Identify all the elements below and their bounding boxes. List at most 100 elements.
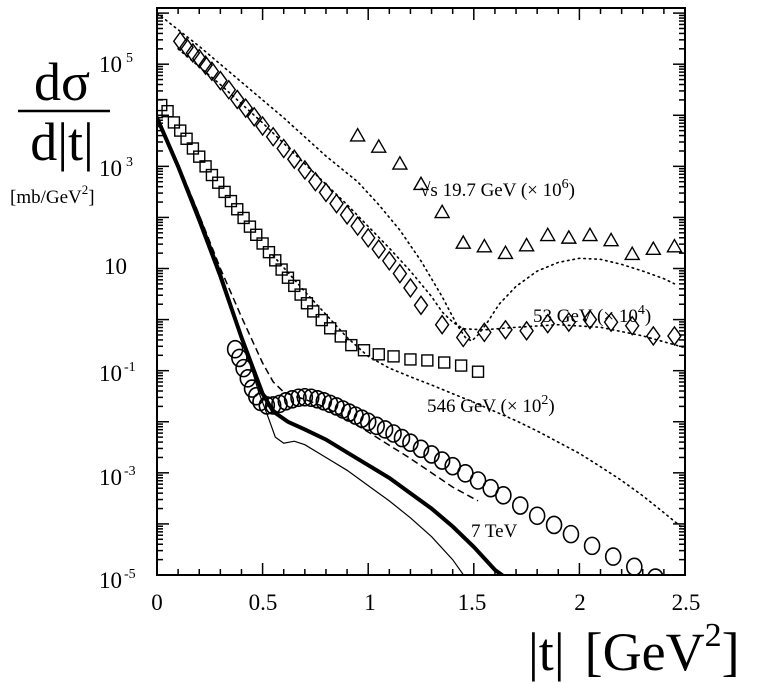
circle-marker	[368, 416, 385, 436]
diamond-marker	[645, 325, 661, 347]
y-tick-label: 10 5	[99, 51, 133, 77]
circle-marker	[604, 547, 622, 566]
diamond-marker	[255, 115, 270, 137]
diamond-marker	[198, 55, 213, 76]
thick-model-curve	[157, 117, 506, 575]
square-marker	[250, 228, 263, 242]
circle-marker	[495, 486, 512, 505]
square-marker	[421, 354, 434, 367]
circle-marker	[235, 358, 252, 378]
annotation-7-tev: 7 TeV	[471, 521, 518, 542]
diamond-marker	[403, 277, 418, 299]
square-marker	[404, 353, 417, 366]
circle-marker	[258, 396, 276, 415]
y-tick-label: 10	[104, 254, 127, 279]
triangle-marker	[666, 238, 683, 253]
circle-marker	[359, 412, 377, 432]
x-axis-label: |t| [GeV2]	[528, 617, 740, 682]
square-marker	[237, 211, 250, 225]
square-marker	[218, 185, 231, 199]
y-label-numerator: dσ	[34, 52, 90, 112]
square-marker	[243, 220, 257, 233]
diamond-marker	[297, 159, 313, 181]
circle-marker	[264, 396, 282, 415]
x-tick-label: 1	[364, 590, 376, 615]
x-tick-label: 0	[151, 590, 163, 615]
diamond-marker	[624, 315, 640, 336]
circle-marker	[402, 433, 419, 453]
circle-marker	[376, 420, 394, 439]
diamond-marker	[582, 309, 598, 330]
circle-marker	[583, 536, 601, 556]
triangle-marker	[518, 237, 535, 252]
diamond-marker	[339, 204, 355, 226]
square-marker	[269, 254, 282, 267]
dotted-model-curve	[177, 48, 685, 349]
triangle-marker	[645, 240, 662, 256]
circle-marker	[309, 389, 326, 409]
square-marker	[294, 288, 307, 301]
square-marker	[262, 245, 276, 259]
circle-marker	[545, 515, 563, 535]
diamond-marker	[434, 314, 450, 335]
diamond-marker	[212, 70, 228, 91]
triangle-marker	[391, 155, 409, 170]
y-label-unit: [mb/GeV2]	[10, 182, 95, 208]
square-marker	[281, 271, 295, 284]
circle-marker	[626, 557, 643, 575]
square-marker	[186, 142, 200, 155]
diamond-marker	[476, 322, 492, 343]
circle-marker	[290, 388, 307, 408]
circle-marker	[231, 348, 248, 368]
square-marker	[161, 104, 174, 118]
square-marker	[231, 203, 244, 216]
x-tick-label: 2	[574, 590, 586, 615]
x-tick-labels: 0 0.5 1 1.5 2 2.5	[151, 590, 700, 615]
circle-marker	[469, 471, 487, 490]
diamond-marker	[172, 31, 188, 52]
triangle-marker	[581, 226, 599, 242]
square-marker	[315, 313, 328, 327]
plot-frame	[156, 7, 686, 576]
circle-marker	[528, 506, 546, 526]
triangle-marker	[602, 232, 620, 247]
square-marker	[454, 359, 468, 372]
circle-marker	[423, 445, 440, 464]
y-tick-label: 10 -5	[99, 567, 136, 593]
diamond-marker	[455, 327, 471, 348]
circle-marker	[283, 389, 301, 409]
diamond-marker	[286, 149, 302, 170]
diamond-marker	[519, 320, 534, 342]
diamond-marker	[185, 42, 201, 64]
circle-marker	[562, 524, 580, 544]
annotation-19-7-gev: √s 19.7 GeV (× 106)	[420, 177, 575, 201]
circle-marker	[511, 496, 529, 515]
triangle-marker	[370, 138, 387, 153]
axis-ticks	[156, 8, 686, 576]
square-marker	[323, 322, 337, 335]
circle-marker	[277, 392, 295, 411]
dashed-model-curve	[157, 115, 479, 502]
diamond-marker	[265, 126, 281, 147]
square-marker	[212, 176, 225, 189]
circle-marker	[433, 451, 451, 470]
dotted-model-curve	[272, 254, 685, 531]
diamond-marker	[191, 48, 207, 69]
x-tick-label: 1.5	[458, 590, 487, 615]
y-tick-label: 10 -3	[99, 464, 136, 490]
diamond-marker	[392, 263, 408, 284]
triangle-marker	[497, 244, 514, 260]
square-marker	[345, 338, 358, 352]
y-axis-label: dσ d|t| [mb/GeV2]	[10, 52, 110, 208]
square-marker	[167, 116, 181, 129]
square-marker	[357, 344, 371, 357]
square-marker	[205, 168, 219, 182]
y-tick-label: 10 -1	[99, 360, 136, 386]
square-marker	[180, 132, 193, 145]
circle-marker	[247, 386, 265, 406]
circle-marker	[226, 339, 244, 359]
diamond-marker	[561, 311, 577, 333]
circle-marker	[239, 369, 257, 388]
x-tick-label: 2.5	[672, 590, 701, 615]
